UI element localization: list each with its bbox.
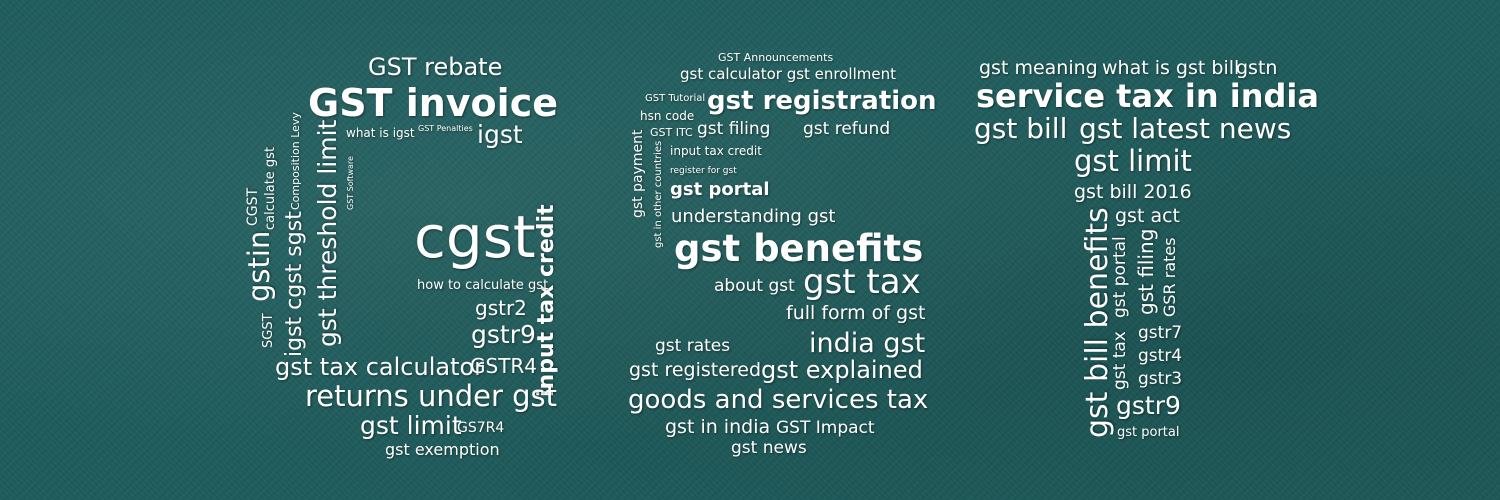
word-gst-in-india: gst in india bbox=[665, 416, 771, 438]
word-gstn: gstn bbox=[1236, 57, 1278, 79]
word-india-gst: india gst bbox=[809, 328, 926, 359]
word-gst-tax-calculator: gst tax calculator bbox=[275, 353, 485, 381]
word-gst-act: gst act bbox=[1115, 205, 1180, 227]
word-input-tax-credit-small: input tax credit bbox=[670, 144, 762, 158]
word-gstr4: GSTR4 bbox=[470, 354, 538, 378]
word-gst-portal-small: gst portal bbox=[1117, 425, 1180, 440]
word-igst-cgst-sgst: igst cgst sgst bbox=[282, 211, 307, 357]
word-gst-registered: gst registered bbox=[629, 359, 762, 381]
word-gst-explained: gst explained bbox=[761, 356, 923, 384]
word-full-form-of-gst: full form of gst bbox=[786, 302, 926, 324]
word-gs7r4: GS7R4 bbox=[457, 420, 505, 436]
word-what-is-gst-bill: what is gst bill bbox=[1102, 57, 1240, 79]
word-cgst: cgst bbox=[414, 203, 536, 271]
word-gst-in-other-countries: gst in other countries bbox=[653, 140, 664, 248]
word-goods-and-services-tax: goods and services tax bbox=[628, 385, 929, 415]
word-gst-payment: gst payment bbox=[630, 129, 646, 218]
word-gst-invoice: GST invoice bbox=[308, 81, 558, 125]
word-calculate-gst: calculate gst bbox=[263, 146, 278, 230]
word-gst-calculator-enrollment: gst calculator gst enrollment bbox=[680, 65, 896, 83]
word-gst-announcements: GST Announcements bbox=[718, 51, 834, 64]
word-gst-benefits: gst benefits bbox=[674, 227, 924, 270]
word-gstr7: gstr7 bbox=[1138, 323, 1183, 343]
word-cgst-caps: CGST bbox=[245, 187, 261, 226]
word-how-to-calculate-gst: how to calculate gst bbox=[417, 278, 549, 293]
word-gst-bill-benefits: gst bill benefits bbox=[1080, 207, 1115, 438]
word-understanding-gst: understanding gst bbox=[671, 206, 836, 227]
word-gstr3: gstr3 bbox=[1138, 369, 1183, 389]
word-gst-meaning: gst meaning bbox=[979, 57, 1098, 79]
word-gst-impact: GST Impact bbox=[776, 418, 875, 438]
word-gst-latest-news: gst latest news bbox=[1079, 112, 1292, 145]
word-gst-portal: gst portal bbox=[670, 179, 770, 200]
word-gst-filing: gst filing bbox=[697, 119, 771, 139]
word-gst-registration: gst registration bbox=[707, 86, 937, 116]
word-sgst: SGST bbox=[261, 313, 276, 348]
word-gst-tutorial: GST Tutorial bbox=[645, 93, 706, 104]
word-gstr2: gstr2 bbox=[475, 296, 527, 320]
word-gst-tax: gst tax bbox=[803, 262, 921, 302]
word-gst-penalties: GST Penalties bbox=[418, 124, 473, 133]
word-gst-exemption: gst exemption bbox=[385, 440, 500, 459]
word-what-is-igst: what is igst bbox=[346, 126, 415, 140]
word-gst-portal-vertical: gst portal bbox=[1110, 236, 1130, 318]
word-gst-itc: GST ITC bbox=[650, 126, 693, 139]
word-gst-refund: gst refund bbox=[803, 119, 891, 139]
word-input-tax-credit: input tax credit bbox=[534, 204, 559, 397]
word-service-tax-in-india: service tax in india bbox=[976, 77, 1319, 115]
word-gst-rates: gst rates bbox=[655, 336, 731, 356]
word-gst-tax-vertical: gst tax bbox=[1110, 331, 1130, 390]
word-gst-bill: gst bill bbox=[974, 112, 1068, 145]
word-gst-software: GST Software bbox=[346, 156, 355, 210]
word-gst-threshold-limit: gst threshold limit bbox=[313, 119, 342, 347]
word-hsn-code: hsn code bbox=[640, 109, 695, 123]
word-gstr4-r: gstr4 bbox=[1138, 346, 1183, 366]
word-gstin: gstin bbox=[242, 230, 276, 302]
word-gst-rebate: GST rebate bbox=[368, 53, 503, 81]
word-gst-limit-r: gst limit bbox=[1074, 144, 1192, 178]
word-gst-bill-2016: gst bill 2016 bbox=[1074, 181, 1192, 203]
word-about-gst: about gst bbox=[714, 276, 795, 296]
word-gstr9-r: gstr9 bbox=[1116, 391, 1181, 420]
word-gst-filing-vertical: gst filing bbox=[1134, 228, 1158, 315]
word-igst: igst bbox=[477, 120, 523, 149]
word-composition-levy: Composition Levy bbox=[289, 112, 302, 210]
word-register-for-gst: register for gst bbox=[670, 166, 737, 176]
word-gsr-rates: GSR rates bbox=[1160, 237, 1179, 317]
word-gst-limit: gst limit bbox=[360, 411, 462, 440]
word-returns-under-gst: returns under gst bbox=[305, 379, 558, 413]
word-gstr9: gstr9 bbox=[471, 320, 536, 349]
word-gst-news: gst news bbox=[731, 438, 807, 458]
